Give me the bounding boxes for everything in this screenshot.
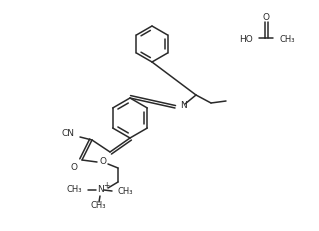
Text: CN: CN [62, 128, 75, 137]
Text: N: N [97, 185, 103, 195]
Text: +: + [103, 180, 109, 189]
Text: HO: HO [239, 36, 253, 45]
Text: CH₃: CH₃ [90, 201, 106, 210]
Text: CH₃: CH₃ [118, 188, 133, 197]
Text: N: N [180, 101, 187, 110]
Text: O: O [263, 12, 270, 21]
Text: O: O [100, 158, 107, 167]
Text: CH₃: CH₃ [66, 185, 82, 195]
Text: CH₃: CH₃ [279, 36, 294, 45]
Text: O: O [70, 162, 78, 171]
